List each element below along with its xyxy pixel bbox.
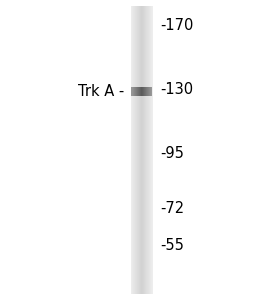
Bar bbox=[134, 87, 135, 96]
Bar bbox=[133, 87, 134, 96]
Bar bbox=[139, 87, 140, 96]
Bar bbox=[136, 6, 137, 294]
Bar bbox=[136, 87, 137, 96]
Text: -130: -130 bbox=[161, 82, 194, 98]
Text: Trk A -: Trk A - bbox=[78, 84, 124, 99]
Bar bbox=[147, 6, 148, 294]
Bar bbox=[148, 87, 149, 96]
Bar bbox=[152, 6, 153, 294]
Bar bbox=[133, 6, 134, 294]
Bar bbox=[149, 87, 150, 96]
Bar bbox=[132, 87, 133, 96]
Text: -55: -55 bbox=[161, 238, 184, 253]
Bar bbox=[144, 6, 145, 294]
Bar bbox=[151, 6, 152, 294]
Bar bbox=[137, 6, 138, 294]
Bar bbox=[148, 6, 149, 294]
Bar bbox=[149, 87, 150, 96]
Bar bbox=[145, 6, 146, 294]
Bar bbox=[140, 87, 141, 96]
Bar bbox=[146, 6, 147, 294]
Bar bbox=[141, 6, 142, 294]
Bar bbox=[141, 87, 142, 96]
Bar bbox=[152, 6, 153, 294]
Bar bbox=[138, 6, 139, 294]
Bar bbox=[147, 6, 148, 294]
Bar bbox=[141, 87, 142, 96]
Bar bbox=[139, 6, 140, 294]
Bar bbox=[146, 6, 147, 294]
Bar bbox=[147, 87, 148, 96]
Bar bbox=[143, 6, 144, 294]
Bar bbox=[150, 6, 151, 294]
Text: -72: -72 bbox=[161, 201, 185, 216]
Bar bbox=[148, 6, 149, 294]
Bar bbox=[145, 87, 146, 96]
Bar bbox=[142, 6, 143, 294]
Bar bbox=[151, 6, 152, 294]
Bar bbox=[140, 6, 141, 294]
Bar bbox=[132, 6, 133, 294]
Bar bbox=[140, 6, 141, 294]
Bar bbox=[135, 87, 136, 96]
Bar bbox=[141, 6, 142, 294]
Bar bbox=[135, 6, 136, 294]
Bar bbox=[131, 87, 132, 96]
Bar bbox=[145, 87, 146, 96]
Bar bbox=[137, 87, 138, 96]
Bar bbox=[139, 6, 140, 294]
Bar bbox=[132, 6, 133, 294]
Bar bbox=[137, 6, 138, 294]
Bar bbox=[150, 87, 151, 96]
Bar bbox=[143, 87, 144, 96]
Bar bbox=[136, 6, 137, 294]
Bar bbox=[145, 6, 146, 294]
Bar bbox=[138, 6, 139, 294]
Bar bbox=[142, 87, 143, 96]
Bar bbox=[133, 87, 134, 96]
Bar bbox=[150, 6, 151, 294]
Text: -95: -95 bbox=[161, 146, 184, 160]
Bar bbox=[134, 6, 135, 294]
Bar bbox=[135, 6, 136, 294]
Bar bbox=[151, 87, 152, 96]
Bar bbox=[134, 6, 135, 294]
Bar bbox=[131, 6, 132, 294]
Bar bbox=[144, 87, 145, 96]
Bar bbox=[134, 87, 135, 96]
Bar bbox=[133, 6, 134, 294]
Bar bbox=[146, 87, 147, 96]
Bar bbox=[149, 6, 150, 294]
Bar bbox=[138, 87, 139, 96]
Text: -170: -170 bbox=[161, 18, 194, 33]
Bar bbox=[149, 6, 150, 294]
